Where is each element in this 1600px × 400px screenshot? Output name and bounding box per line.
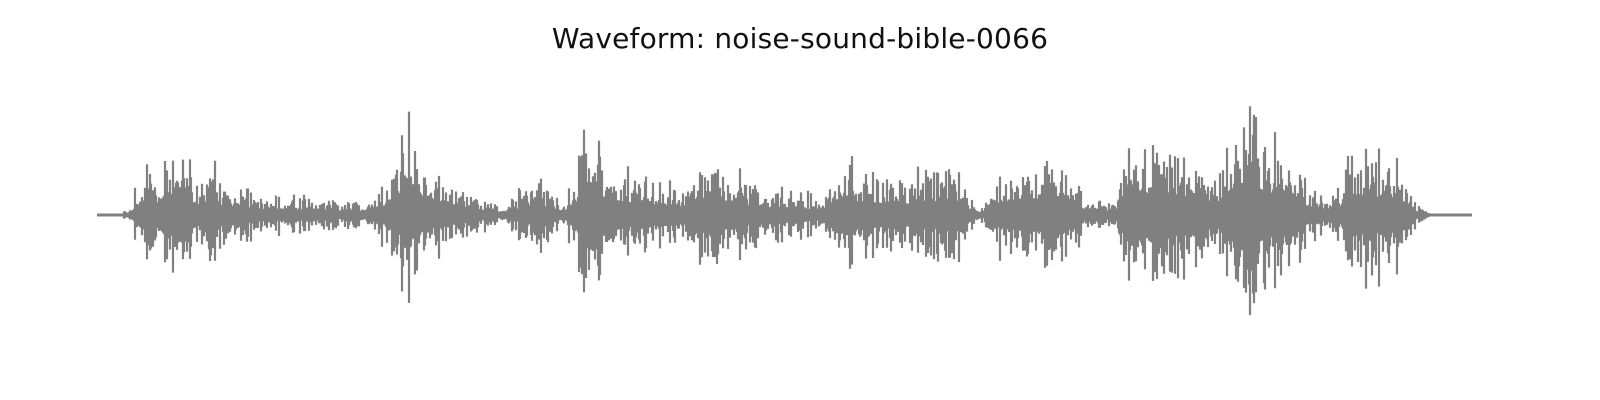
waveform-core: [117, 177, 1431, 253]
chart-title: Waveform: noise-sound-bible-0066: [551, 22, 1049, 55]
waveform-series: [97, 106, 1472, 316]
